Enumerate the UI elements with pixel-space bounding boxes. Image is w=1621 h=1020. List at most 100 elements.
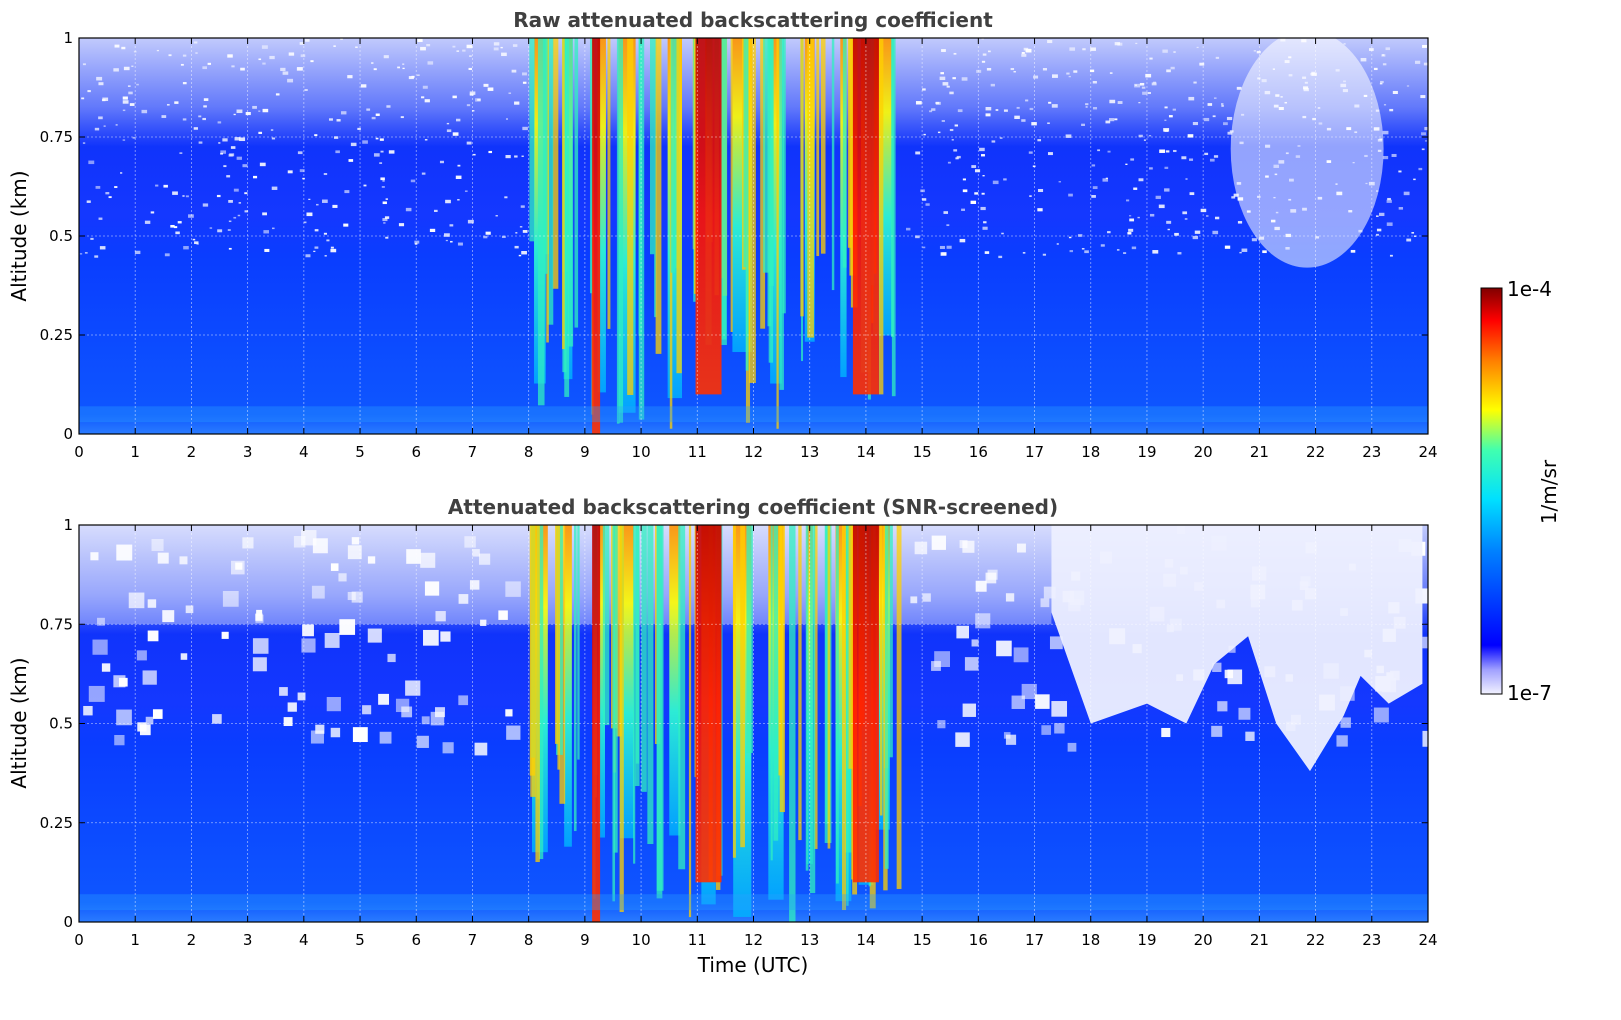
noise-pixel (1084, 250, 1089, 254)
noise-pixel (1049, 636, 1063, 650)
noise-pixel (297, 67, 303, 71)
noise-pixel (1109, 72, 1113, 74)
noise-pixel (145, 716, 154, 725)
noise-pixel (1066, 72, 1070, 75)
noise-pixel (1168, 115, 1173, 118)
noise-pixel (1043, 586, 1056, 599)
noise-pixel (262, 212, 267, 216)
noise-pixel (287, 78, 294, 83)
y-tick-label: 1 (63, 516, 73, 534)
noise-pixel (1343, 43, 1346, 45)
noise-pixel (1042, 253, 1047, 256)
noise-pixel (1227, 669, 1243, 685)
noise-pixel (1092, 107, 1098, 110)
noise-pixel (1068, 75, 1071, 78)
noise-pixel (258, 58, 262, 61)
noise-pixel (1021, 52, 1025, 54)
noise-pixel (1221, 105, 1224, 107)
noise-pixel (1231, 196, 1236, 199)
noise-pixel (1423, 62, 1429, 66)
noise-pixel (316, 203, 319, 206)
noise-pixel (905, 227, 911, 231)
noise-pixel (99, 246, 106, 250)
cloud-streak (763, 38, 770, 273)
noise-pixel (280, 67, 286, 72)
x-tick-label: 22 (1306, 931, 1325, 949)
noise-pixel (433, 209, 438, 212)
noise-pixel (198, 115, 202, 118)
noise-pixel (123, 66, 130, 71)
noise-pixel (367, 556, 376, 564)
noise-pixel (1378, 212, 1385, 217)
noise-pixel (962, 703, 976, 717)
noise-pixel (424, 138, 428, 141)
noise-pixel (1145, 73, 1152, 78)
noise-pixel (1373, 707, 1389, 723)
noise-pixel (105, 192, 110, 195)
noise-pixel (136, 83, 139, 86)
noise-pixel (931, 108, 936, 111)
noise-pixel (1127, 232, 1132, 235)
noise-pixel (90, 237, 94, 240)
x-tick-label: 7 (468, 443, 478, 461)
noise-pixel (193, 41, 198, 44)
noise-pixel (1164, 119, 1167, 121)
noise-pixel (1092, 80, 1097, 84)
noise-pixel (270, 129, 274, 131)
noise-pixel (1142, 91, 1148, 95)
noise-pixel (1011, 695, 1025, 709)
noise-pixel (923, 133, 926, 136)
noise-pixel (920, 189, 925, 193)
cloud-streak (730, 38, 733, 332)
x-tick-label: 16 (969, 443, 988, 461)
noise-pixel (1069, 250, 1074, 253)
noise-pixel (1013, 71, 1016, 73)
noise-pixel (439, 160, 444, 164)
noise-pixel (505, 581, 521, 597)
noise-pixel (1224, 245, 1231, 249)
noise-pixel (1085, 106, 1088, 108)
noise-pixel (371, 116, 376, 120)
screened-clear-region (1051, 525, 1423, 772)
noise-pixel (1010, 67, 1015, 71)
noise-pixel (420, 46, 426, 51)
noise-pixel (108, 196, 112, 199)
cloud-streak (896, 525, 902, 889)
x-tick-label: 13 (800, 443, 819, 461)
cloud-streak (846, 525, 849, 906)
noise-pixel (311, 585, 325, 599)
noise-pixel (1386, 222, 1393, 226)
x-tick-label: 20 (1194, 443, 1213, 461)
noise-pixel (1068, 236, 1072, 239)
noise-pixel (98, 82, 104, 86)
noise-pixel (302, 624, 314, 637)
cloud-streak (805, 525, 809, 871)
noise-pixel (1128, 228, 1134, 232)
noise-pixel (271, 137, 276, 140)
noise-pixel (446, 129, 452, 133)
x-axis-ticks: 0 1 2 3 4 5 6 7 8 9 10 11 12 13 14 15 16 17 18 19 20 21 22 23 24 (74, 38, 1438, 461)
noise-pixel (375, 137, 379, 140)
noise-pixel (168, 54, 172, 57)
noise-pixel (1403, 191, 1410, 196)
noise-pixel (452, 45, 456, 48)
noise-pixel (383, 55, 389, 59)
noise-pixel (1414, 60, 1421, 64)
noise-pixel (297, 692, 306, 701)
cloud-streak (655, 38, 662, 354)
noise-pixel (1389, 254, 1393, 257)
noise-pixel (949, 91, 954, 95)
noise-pixel (1001, 232, 1004, 235)
noise-pixel (86, 200, 91, 203)
cloud-streak (607, 38, 611, 329)
x-tick-label: 16 (969, 931, 988, 949)
noise-pixel (1381, 54, 1386, 57)
noise-pixel (1033, 75, 1039, 79)
noise-pixel (464, 190, 468, 193)
noise-pixel (288, 52, 295, 56)
noise-pixel (974, 192, 979, 195)
noise-pixel (255, 614, 264, 623)
cloud-streak (825, 525, 830, 824)
noise-pixel (84, 252, 88, 254)
